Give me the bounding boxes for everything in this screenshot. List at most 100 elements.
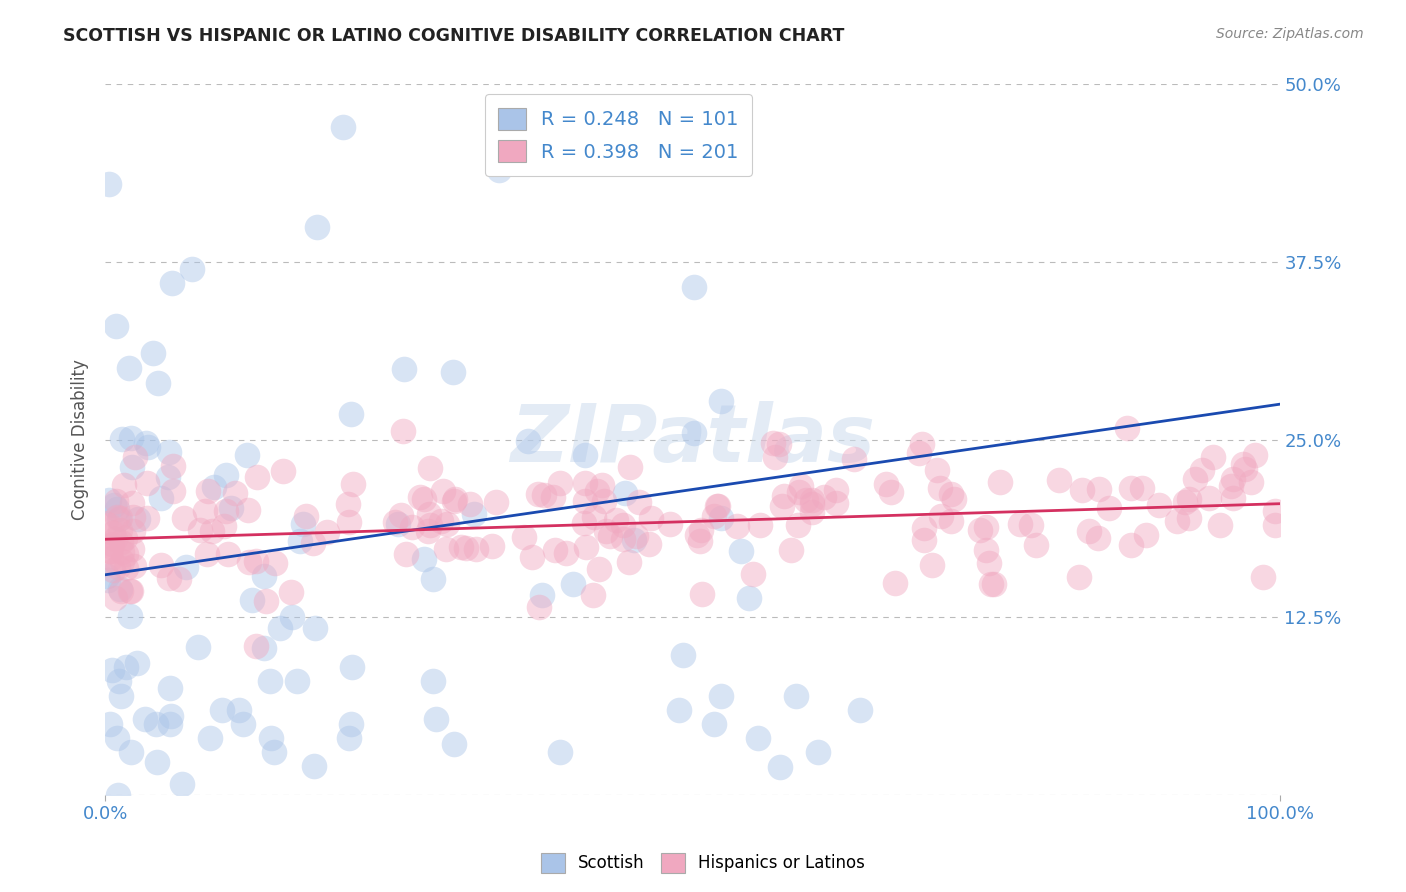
Point <box>785 689 807 703</box>
Point <box>422 572 444 586</box>
Point <box>1119 481 1142 495</box>
Point <box>450 541 472 555</box>
Point <box>1222 472 1244 486</box>
Point <box>108 582 131 596</box>
Point <box>983 576 1005 591</box>
Point <box>443 491 465 506</box>
Point <box>1166 514 1188 528</box>
Point <box>384 515 406 529</box>
Point <box>236 502 259 516</box>
Legend: R = 0.248   N = 101, R = 0.398   N = 201: R = 0.248 N = 101, R = 0.398 N = 201 <box>485 95 752 176</box>
Point <box>773 489 796 503</box>
Point <box>218 547 240 561</box>
Point <box>591 478 613 492</box>
Point <box>337 731 360 746</box>
Point <box>104 591 127 605</box>
Point <box>100 539 122 553</box>
Point <box>96 569 118 583</box>
Point <box>513 530 536 544</box>
Point <box>108 510 131 524</box>
Point <box>97 573 120 587</box>
Point <box>127 512 149 526</box>
Point <box>443 737 465 751</box>
Point <box>801 505 824 519</box>
Point <box>157 571 180 585</box>
Point <box>481 540 503 554</box>
Point <box>401 520 423 534</box>
Point <box>921 558 943 572</box>
Point <box>825 483 848 498</box>
Point <box>441 365 464 379</box>
Point <box>1130 481 1153 495</box>
Point <box>122 510 145 524</box>
Point <box>1220 478 1243 492</box>
Point <box>574 516 596 530</box>
Point <box>1184 472 1206 486</box>
Point <box>103 563 125 577</box>
Point <box>98 517 121 532</box>
Point <box>1069 569 1091 583</box>
Point <box>316 525 339 540</box>
Point <box>245 639 267 653</box>
Point <box>197 547 219 561</box>
Point <box>1070 483 1092 497</box>
Point <box>170 776 193 790</box>
Point <box>463 507 485 521</box>
Point <box>575 540 598 554</box>
Point <box>939 515 962 529</box>
Point <box>173 511 195 525</box>
Point <box>419 461 441 475</box>
Point <box>419 517 441 532</box>
Point <box>619 460 641 475</box>
Point <box>253 569 276 583</box>
Point <box>105 510 128 524</box>
Point <box>593 493 616 508</box>
Point <box>425 712 447 726</box>
Point <box>215 503 238 517</box>
Point <box>768 437 790 451</box>
Point <box>107 560 129 574</box>
Point <box>108 674 131 689</box>
Point <box>202 480 225 494</box>
Point <box>1264 503 1286 517</box>
Point <box>1025 539 1047 553</box>
Point <box>605 513 627 527</box>
Point <box>232 717 254 731</box>
Point <box>1088 482 1111 496</box>
Point <box>588 562 610 576</box>
Point <box>581 588 603 602</box>
Point <box>162 484 184 499</box>
Point <box>762 436 785 450</box>
Point <box>287 674 309 689</box>
Point <box>104 319 127 334</box>
Point <box>107 788 129 802</box>
Point <box>295 509 318 524</box>
Point <box>710 394 733 409</box>
Point <box>548 746 571 760</box>
Point <box>614 485 637 500</box>
Point <box>574 493 596 508</box>
Point <box>725 519 748 533</box>
Point <box>97 492 120 507</box>
Point <box>787 485 810 500</box>
Point <box>1240 475 1263 489</box>
Point <box>412 552 434 566</box>
Point <box>98 177 121 191</box>
Point <box>527 486 550 500</box>
Point <box>301 536 323 550</box>
Point <box>115 548 138 562</box>
Point <box>124 450 146 464</box>
Point <box>628 494 651 508</box>
Point <box>796 492 818 507</box>
Point <box>135 475 157 490</box>
Point <box>813 490 835 504</box>
Point <box>668 703 690 717</box>
Point <box>703 509 725 524</box>
Point <box>100 551 122 566</box>
Point <box>111 545 134 559</box>
Point <box>1115 421 1137 435</box>
Point <box>931 509 953 524</box>
Point <box>612 532 634 546</box>
Point <box>458 497 481 511</box>
Point <box>969 524 991 538</box>
